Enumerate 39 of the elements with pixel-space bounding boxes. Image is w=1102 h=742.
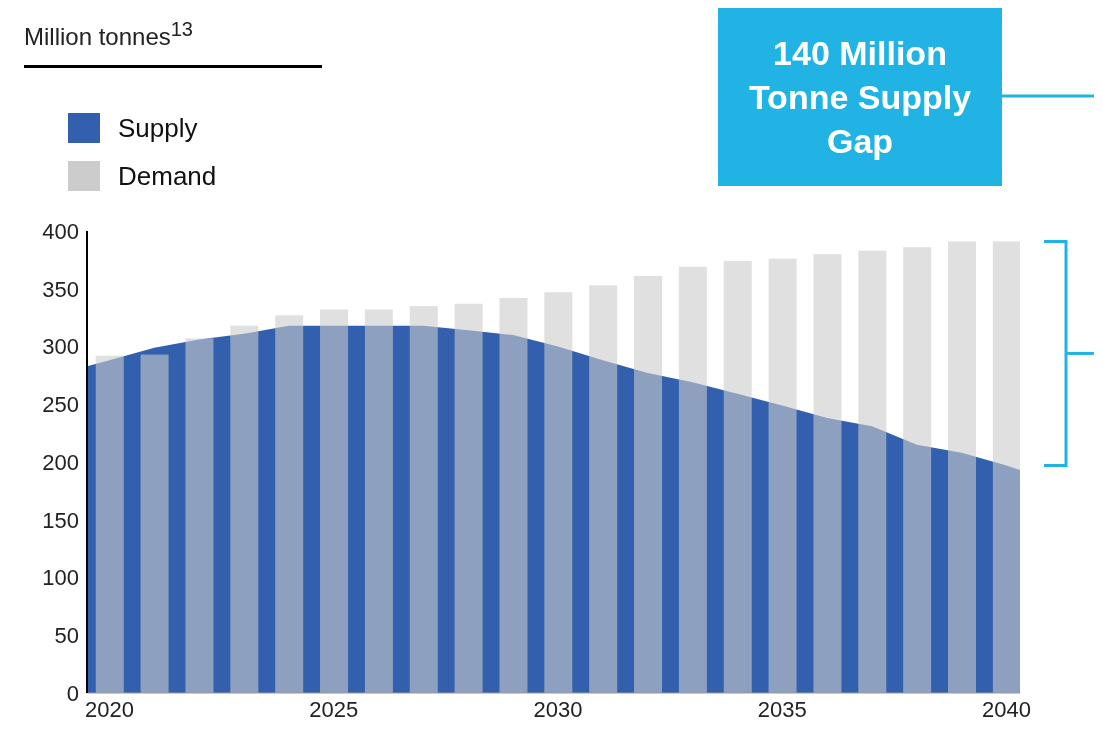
x-tick-label: 2020 <box>84 696 134 722</box>
text: Million tonnes$^{13}$ <box>24 18 322 68</box>
y-tick-label: 150 <box>42 507 79 533</box>
y-tick-label: 100 <box>42 565 79 591</box>
bar <box>95 355 124 693</box>
bar <box>275 315 304 693</box>
x-tick-label: 2040 <box>982 696 1032 722</box>
bar <box>634 276 663 693</box>
bar <box>678 266 707 693</box>
bar <box>499 297 528 693</box>
bar <box>948 241 977 693</box>
y-tick-label: 50 <box>54 623 79 649</box>
bar <box>903 247 932 693</box>
bar <box>813 254 842 693</box>
x-tick-label: 2035 <box>757 696 807 722</box>
bar <box>140 354 169 693</box>
bar <box>992 241 1020 693</box>
bar <box>589 285 618 693</box>
y-tick-label: 400 <box>42 218 79 244</box>
bar <box>723 261 752 693</box>
y-tick-label: 250 <box>42 392 79 418</box>
bar <box>858 250 887 693</box>
y-tick-label: 300 <box>42 334 79 360</box>
legend-label: Supply <box>118 112 198 144</box>
y-tick-label: 200 <box>42 449 79 475</box>
bar <box>409 306 438 693</box>
y-tick-label: 350 <box>42 276 79 302</box>
text: 140 Million Tonne Supply Gap <box>718 8 1002 186</box>
x-tick-label: 2030 <box>533 696 583 722</box>
bar <box>544 292 573 693</box>
bar <box>185 338 214 693</box>
bar <box>230 325 259 693</box>
y-tick-label: 0 <box>66 680 79 706</box>
legend-label: Demand <box>118 160 217 192</box>
bar <box>320 309 349 693</box>
bar <box>768 258 797 693</box>
x-tick-label: 2025 <box>309 696 359 722</box>
bar <box>454 303 483 693</box>
bar <box>364 309 393 693</box>
